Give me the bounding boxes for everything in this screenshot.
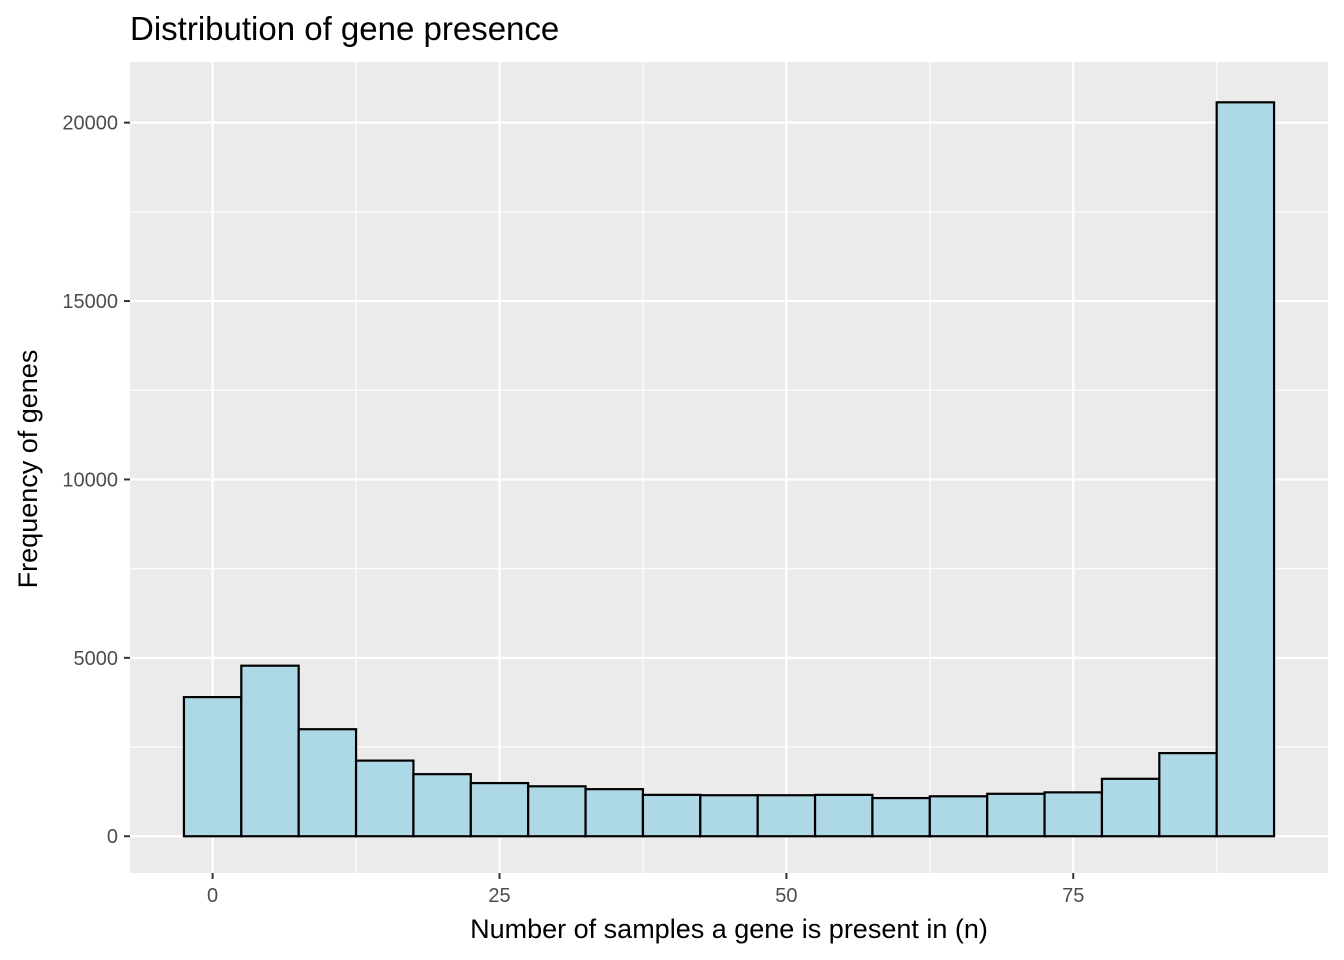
- x-tick-label: 50: [775, 885, 797, 907]
- y-axis-ticks: 0 5000 10000 15000 20000: [62, 113, 130, 848]
- histogram-bars: [182, 101, 1276, 838]
- y-tick-label: 10000: [62, 469, 118, 491]
- x-tick-label: 0: [207, 885, 218, 907]
- x-tick-label: 25: [488, 885, 510, 907]
- histogram-bar: [1100, 777, 1161, 838]
- major-gridlines: [130, 62, 1328, 873]
- histogram-bar: [527, 785, 587, 838]
- histogram-bar: [469, 781, 530, 838]
- histogram-bar: [813, 793, 874, 838]
- histogram-bar: [871, 796, 931, 838]
- histogram-bar: [240, 664, 300, 838]
- histogram-bar: [756, 794, 817, 838]
- histogram-bar: [986, 792, 1046, 838]
- histogram-bar: [1158, 752, 1218, 838]
- histogram-bar: [1215, 101, 1276, 838]
- y-tick-label: 0: [107, 826, 118, 848]
- y-axis-title: Frequency of genes: [13, 350, 43, 589]
- x-axis-ticks: 0 25 50 75: [207, 873, 1084, 907]
- x-tick-label: 75: [1062, 885, 1084, 907]
- histogram-bar: [182, 695, 243, 838]
- histogram-bar: [297, 728, 358, 838]
- y-tick-label: 15000: [62, 291, 118, 313]
- histogram-bar: [928, 795, 989, 838]
- histogram-bar: [699, 794, 759, 838]
- histogram-bar: [412, 773, 472, 838]
- histogram-bar: [354, 759, 415, 838]
- chart-title: Distribution of gene presence: [130, 10, 559, 47]
- x-axis-title: Number of samples a gene is present in (…: [470, 914, 988, 944]
- y-tick-label: 5000: [74, 648, 119, 670]
- histogram-bar: [584, 788, 645, 838]
- histogram-bar: [641, 793, 702, 838]
- histogram-bar: [1043, 791, 1104, 838]
- y-tick-label: 20000: [62, 113, 118, 135]
